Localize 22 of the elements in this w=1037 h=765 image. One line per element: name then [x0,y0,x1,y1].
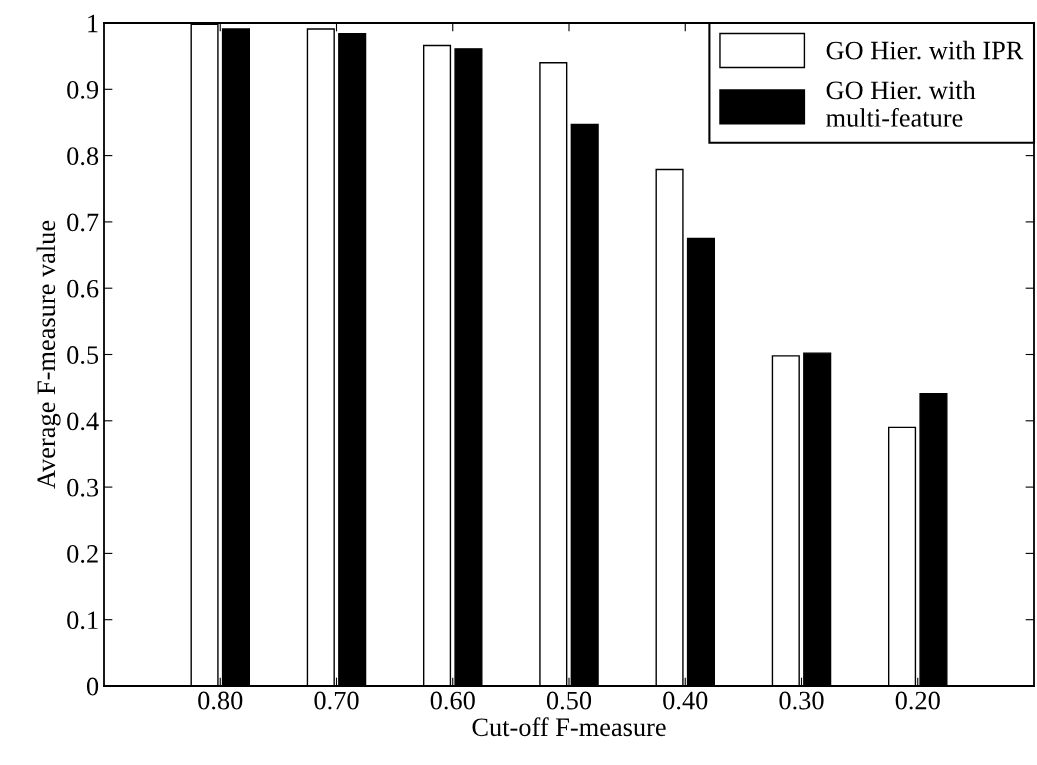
y-tick-label: 0.4 [67,412,99,431]
y-tick-label: 0.7 [67,213,99,232]
y-tick-label: 0.1 [67,611,98,630]
y-tick-label: 1 [88,14,98,33]
x-tick-label: 0.60 [430,691,475,710]
y-tick-label: 0.2 [67,545,98,563]
x-tick-label: 0.70 [314,691,359,710]
legend-label: GO Hier. with IPR [826,40,1024,60]
y-tick-label: 0 [86,677,99,696]
y-tick-label: 0.5 [67,346,99,365]
y-tick-label: 0.9 [67,80,99,99]
y-tick-label: 0.6 [67,279,99,298]
legend-label: GO Hier. with multi-feature [826,80,976,127]
x-tick-label: 0.80 [198,691,243,710]
y-tick-label: 0.3 [67,478,99,497]
x-tick-label: 0.40 [663,691,708,710]
y-tick-label: 0.8 [67,147,99,166]
x-tick-label: 0.30 [779,691,824,710]
x-axis-title: Cut-off F-measure [472,717,666,737]
x-tick-label: 0.50 [546,691,592,710]
x-tick-label: 0.20 [895,691,940,710]
y-axis-title: Average F-measure value [36,220,61,489]
